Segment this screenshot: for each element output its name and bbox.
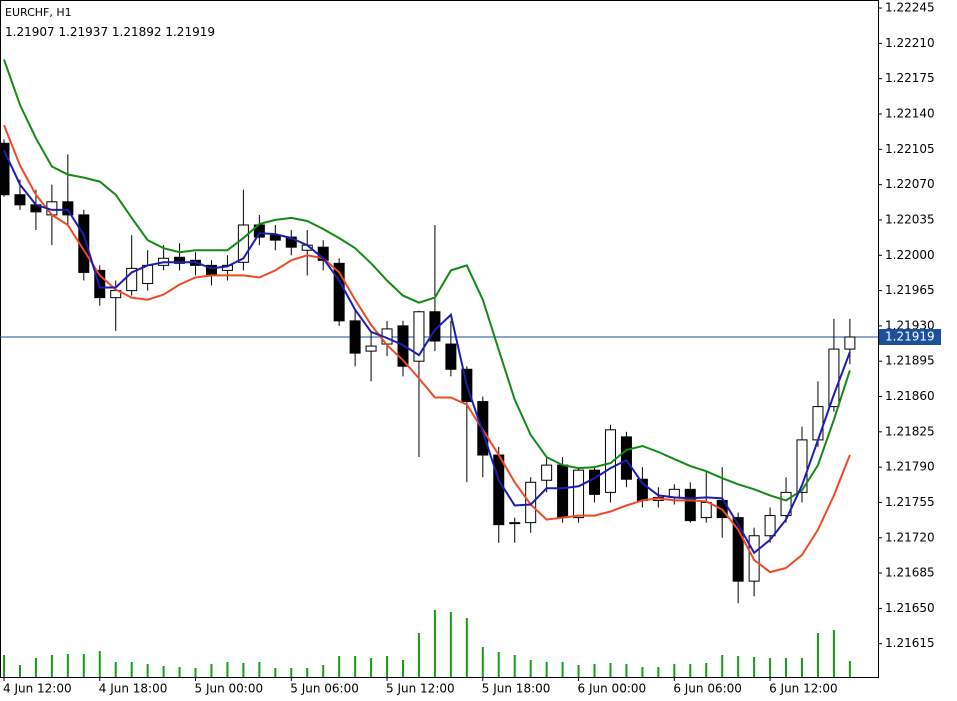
y-tick-label: 1.21720 [885,530,935,544]
candle-body [541,464,553,481]
ma-line [3,149,851,555]
candle-body [557,464,569,519]
candle-body [828,348,840,408]
y-tick-label: 1.22140 [885,107,935,121]
last-price-box [879,328,941,345]
x-tick-label: 4 Jun 18:00 [99,682,168,696]
open-value: 1.21907 [5,25,55,39]
y-tick-label: 1.21790 [885,460,935,474]
low-value: 1.21892 [112,25,162,39]
candle-body [62,201,74,216]
y-tick-label: 1.21685 [885,566,935,580]
candle-body [732,517,744,582]
y-tick-label: 1.22000 [885,248,935,262]
high-value: 1.21937 [58,25,108,39]
candle-body [126,267,138,292]
candle-body [684,488,696,522]
candle-body [525,481,537,524]
candle-body [0,142,10,196]
y-tick-label: 1.21895 [885,354,935,368]
candle-body [573,469,585,519]
candle-body [14,194,26,206]
y-tick-label: 1.21965 [885,283,935,297]
x-tick-label: 5 Jun 06:00 [290,682,359,696]
x-tick-label: 5 Jun 18:00 [482,682,551,696]
y-tick-label: 1.22035 [885,212,935,226]
y-tick-label: 1.22175 [885,71,935,85]
candle-body [365,345,377,352]
candle-body [604,429,616,493]
y-tick-label: 1.22070 [885,177,935,191]
last-price-label: 1.21919 [885,329,935,343]
candle-body [333,262,345,322]
chart-title: EURCHF, H1 [5,6,72,19]
y-tick-label: 1.22245 [885,1,935,15]
y-tick-label: 1.21615 [885,636,935,650]
candle-body [700,501,712,519]
candle-body [174,256,186,264]
candle-body [764,515,776,537]
candle-body [493,454,505,526]
x-tick-label: 6 Jun 12:00 [769,682,838,696]
y-tick-label: 1.21755 [885,495,935,509]
x-tick-label: 5 Jun 00:00 [195,682,264,696]
candle-body [237,224,249,263]
candle-body [509,522,521,525]
y-tick-label: 1.22210 [885,36,935,50]
candle-body [844,336,856,350]
candle-body [349,320,361,354]
candle-body [812,406,824,441]
candle-body [780,491,792,517]
x-tick-label: 4 Jun 12:00 [3,682,72,696]
candle-body [445,343,457,370]
ma-line [3,59,851,502]
ma-line [3,124,851,574]
x-tick-label: 6 Jun 00:00 [578,682,647,696]
y-tick-label: 1.21930 [885,318,935,332]
candle-body [620,436,632,480]
x-tick-label: 5 Jun 12:00 [386,682,455,696]
candle-body [796,439,808,493]
close-value: 1.21919 [165,25,215,39]
x-tick-label: 6 Jun 06:00 [673,682,742,696]
candle-body [589,469,601,495]
ohlc-info: 1.21907 1.21937 1.21892 1.21919 [5,25,215,39]
candle-body [142,264,154,285]
y-tick-label: 1.21825 [885,424,935,438]
candle-body [413,311,425,362]
y-tick-label: 1.21650 [885,601,935,615]
y-tick-label: 1.21860 [885,389,935,403]
y-tick-label: 1.22105 [885,142,935,156]
